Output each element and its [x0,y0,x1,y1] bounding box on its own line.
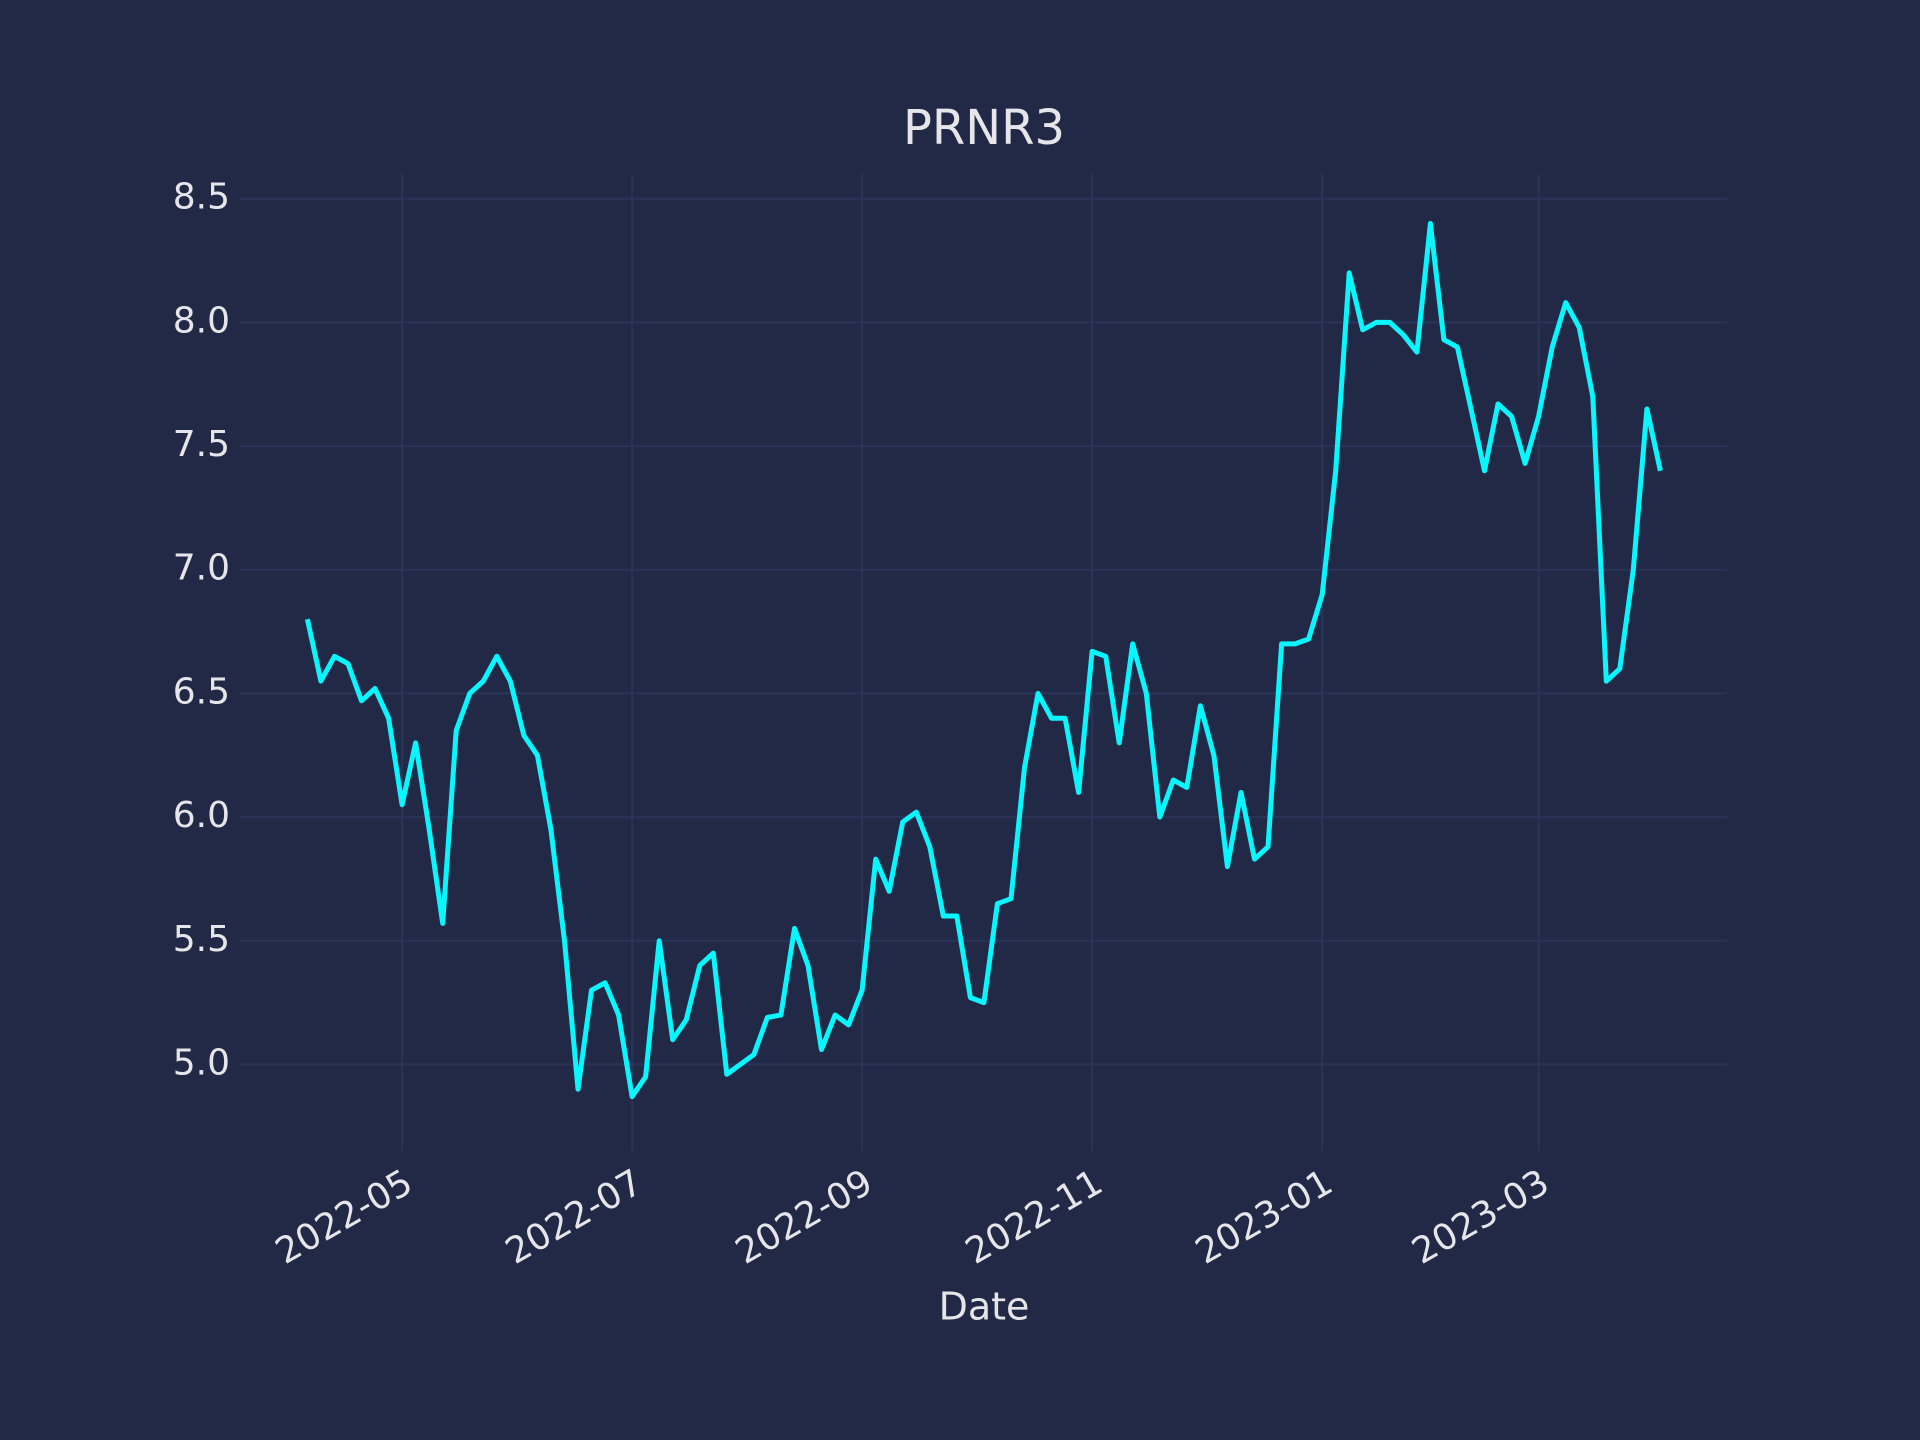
y-tick-label: 6.0 [173,795,230,836]
y-tick-label: 5.5 [173,919,230,960]
y-tick-label: 5.0 [173,1042,230,1083]
x-axis-label: Date [939,1285,1030,1329]
y-tick-label: 8.0 [173,300,230,341]
y-tick-label: 7.5 [173,424,230,465]
y-tick-label: 6.5 [173,671,230,712]
chart-title: PRNR3 [903,100,1065,156]
y-tick-label: 7.0 [173,548,230,589]
line-series [304,221,1663,1100]
y-tick-label: 8.5 [173,177,230,218]
